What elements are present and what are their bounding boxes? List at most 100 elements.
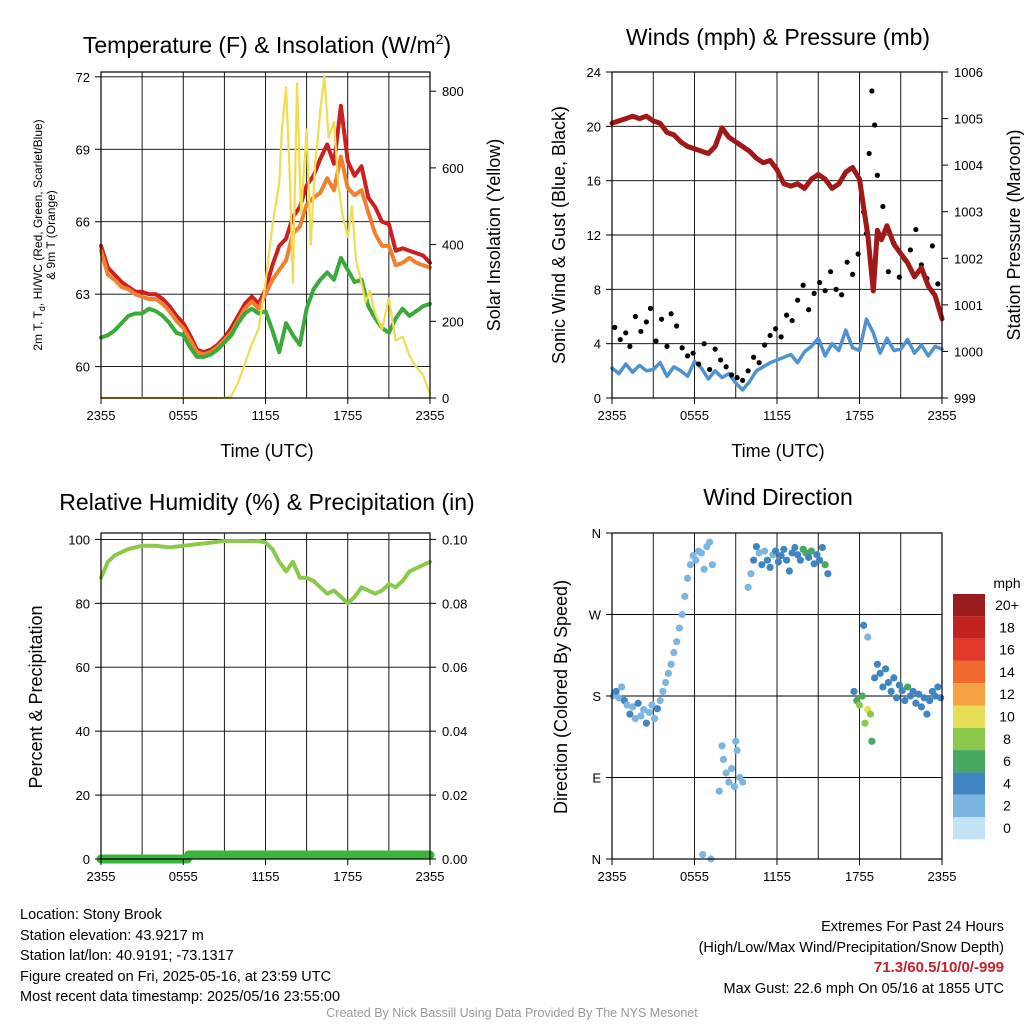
direction-point (818, 543, 826, 552)
y-right-tick-label: 400 (442, 238, 464, 253)
direction-point (730, 782, 738, 791)
gust-point (647, 305, 654, 311)
direction-point (777, 552, 785, 560)
x-tick-label: 2355 (416, 869, 445, 884)
gust-point (855, 251, 861, 257)
gust-point (718, 357, 724, 363)
direction-point (681, 592, 689, 600)
direction-point (813, 551, 821, 559)
legend-swatch (953, 616, 985, 639)
direction-point (821, 561, 829, 569)
gust-point (623, 330, 629, 336)
y-right-tick-label: 0.04 (442, 724, 467, 739)
direction-point (642, 719, 650, 727)
legend-swatch (953, 594, 985, 617)
direction-point (629, 703, 637, 711)
y-tick-label: 8 (594, 282, 601, 297)
legend-swatch (953, 638, 985, 661)
y-tick-label: 4 (594, 337, 601, 352)
gust-point (817, 279, 823, 286)
ylabel-rest: , HI/WC (Red, Green, Scarlet/Blue) (31, 119, 45, 306)
direction-point (796, 556, 804, 564)
winds-frame (611, 71, 943, 399)
temperature-ylabel-line1: 2m T, Td, HI/WC (Red, Green, Scarlet/Blu… (31, 119, 47, 350)
station-elevation: Station elevation: 43.9217 m (20, 927, 204, 944)
y-tick-label: 69 (76, 142, 90, 157)
wind-direction-title: Wind Direction (703, 484, 853, 510)
direction-point (678, 610, 686, 619)
extremes-info: Extremes For Past 24 Hours (High/Low/Max… (699, 917, 1004, 999)
gust-point (643, 319, 649, 325)
y-right-tick-label: 0.06 (442, 660, 467, 675)
y-right-tick-label: 1001 (954, 298, 983, 313)
gust-point (751, 354, 757, 360)
direction-point (923, 710, 931, 718)
direction-point (715, 787, 723, 795)
y-tick-label: S (592, 689, 601, 704)
direction-point (937, 694, 945, 702)
y-tick-label: 20 (76, 788, 90, 803)
gust-point (833, 286, 839, 292)
gust-point (907, 247, 913, 253)
y-tick-label: N (592, 526, 601, 541)
gust-point (800, 282, 806, 288)
legend-label: 14 (999, 664, 1015, 680)
direction-point (788, 549, 796, 557)
gust-point (913, 226, 919, 233)
gust-point (869, 88, 875, 94)
direction-point (648, 701, 656, 709)
gust-point (658, 316, 665, 322)
recent-timestamp: Most recent data timestamp: 2025/05/16 2… (20, 989, 341, 1005)
direction-point (868, 737, 876, 745)
figure-created: Figure created on Fri, 2025-05-16, at 23… (20, 968, 332, 985)
close-paren: ) (443, 32, 451, 58)
direction-point (879, 683, 887, 691)
y-right-tick-label: 1006 (954, 65, 983, 80)
legend-swatch (953, 794, 985, 817)
temperature-series-2 (99, 255, 432, 359)
x-tick-label: 2355 (87, 869, 116, 884)
gust-point (679, 345, 685, 351)
direction-point (884, 678, 892, 687)
y-right-tick-label: 800 (442, 84, 464, 99)
y-right-tick-label: 1000 (954, 344, 983, 359)
x-tick-label: 0555 (169, 408, 198, 423)
direction-point (890, 674, 898, 682)
legend-label: 6 (1003, 753, 1011, 769)
gust-point (674, 323, 680, 329)
x-tick-label: 1755 (333, 869, 362, 884)
direction-point (662, 678, 670, 687)
direction-point (640, 705, 648, 714)
direction-point (794, 551, 802, 559)
y-tick-label: 60 (76, 360, 90, 375)
direction-point (882, 665, 890, 673)
temperature-title-text: Temperature (F) & Insolation (W/m (83, 32, 436, 58)
extremes-values: 71.3/60.5/10/0/-999 (873, 959, 1004, 976)
temperature-ylabel-line2: & 9m T (Orange) (44, 190, 58, 280)
gust-point (896, 274, 902, 280)
legend-swatch (953, 660, 985, 684)
direction-point (774, 558, 782, 566)
y-right-tick-label: 0.02 (442, 788, 467, 803)
direction-point (783, 556, 791, 564)
direction-point (761, 547, 769, 555)
direction-point (909, 687, 917, 696)
gust-point (668, 311, 674, 317)
y-tick-label: 72 (76, 70, 90, 85)
direction-point (670, 648, 678, 657)
gust-point (795, 297, 801, 303)
gust-point (885, 269, 891, 275)
wind-direction-grid (612, 533, 942, 859)
direction-point (920, 694, 928, 702)
direction-point (618, 683, 626, 691)
direction-point (675, 624, 683, 632)
subscript-d: d (37, 306, 47, 311)
direction-point (673, 638, 681, 646)
legend-label: 8 (1003, 731, 1011, 747)
gust-point (638, 328, 644, 335)
x-tick-label: 1755 (845, 869, 874, 884)
direction-point (931, 692, 939, 700)
direction-point (645, 708, 653, 716)
x-tick-label: 1155 (763, 869, 791, 884)
gust-point (773, 326, 779, 332)
